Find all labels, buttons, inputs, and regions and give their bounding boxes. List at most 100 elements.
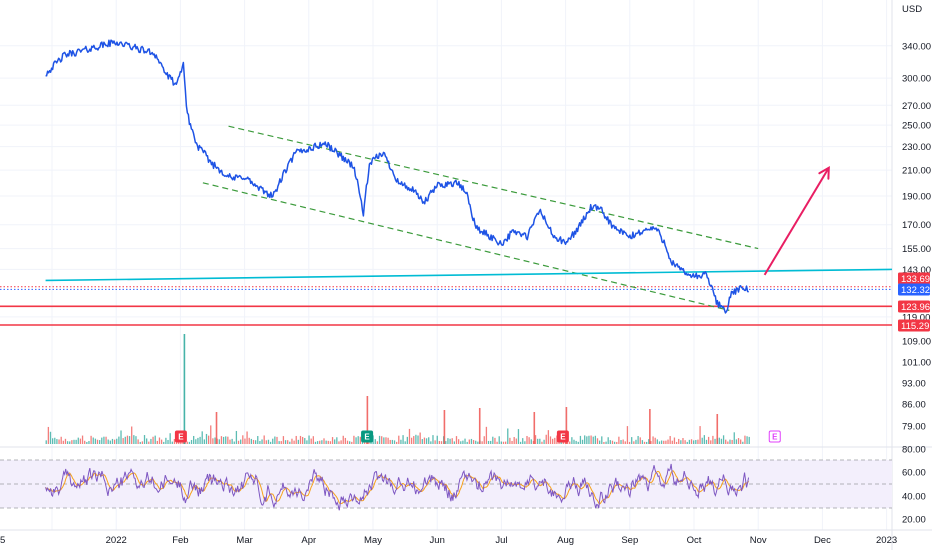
volume-bar [210, 425, 212, 444]
volume-bar [428, 437, 430, 444]
volume-bar [321, 440, 323, 444]
earnings-marker[interactable] [556, 430, 569, 443]
volume-bar [336, 437, 338, 444]
volume-bar [468, 439, 470, 444]
forecast-arrow-head [818, 165, 830, 180]
earnings-marker[interactable] [361, 430, 374, 443]
volume-bar [543, 439, 545, 444]
volume-bar [438, 441, 441, 444]
volume-bar [96, 439, 99, 444]
volume-bar [646, 441, 648, 444]
volume-bar [693, 440, 695, 444]
volume-bar [584, 435, 586, 444]
volume-bar [58, 439, 60, 444]
volume-bar [51, 438, 54, 444]
volume-bar [355, 437, 357, 444]
price-level-tag[interactable] [898, 283, 930, 296]
volume-spike [478, 408, 481, 444]
volume-bar [156, 440, 158, 444]
volume-bar [660, 440, 663, 444]
volume-bar [509, 437, 511, 444]
volume-bar [748, 436, 750, 444]
volume-bar [81, 435, 84, 444]
volume-bar [152, 436, 154, 444]
volume-bar [56, 439, 58, 444]
volume-bar [396, 441, 398, 444]
price-line[interactable] [45, 39, 750, 314]
volume-bar [718, 437, 720, 444]
volume-bar [274, 436, 276, 444]
volume-bar [667, 439, 669, 444]
volume-bar [445, 441, 447, 444]
volume-bar [353, 435, 355, 444]
price-level-tag[interactable] [898, 319, 930, 332]
volume-bar [261, 439, 263, 444]
channel-lower-line[interactable] [202, 182, 730, 311]
volume-bar [613, 441, 616, 444]
volume-bar [425, 438, 428, 444]
volume-bar [701, 437, 703, 444]
rsi-axis-tick: 20.00 [902, 515, 926, 526]
volume-bar [141, 441, 144, 444]
volume-bar [722, 435, 725, 444]
volume-bar [400, 439, 402, 444]
volume-bar [622, 439, 624, 444]
volume-bar [684, 440, 686, 444]
trendline[interactable] [45, 268, 893, 282]
volume-bar [139, 441, 141, 444]
volume-bar [218, 439, 220, 444]
volume-bar [648, 439, 650, 444]
volume-bar [592, 436, 594, 444]
rsi-axis-tick: 80.00 [902, 445, 926, 456]
price-axis-tick: 155.00 [902, 244, 931, 255]
volume-bar [635, 439, 637, 444]
volume-bar [410, 437, 413, 444]
price-axis-tick: 210.00 [902, 166, 931, 177]
volume-bar [252, 439, 255, 444]
forecast-arrow[interactable] [763, 167, 830, 276]
volume-bar [280, 441, 282, 444]
volume-bar [231, 438, 233, 444]
axes: USD 340.00 300.00 270.00 250.00 230.00 210.00 1… [0, 4, 931, 546]
volume-bar [631, 437, 633, 444]
volume-bar [547, 430, 550, 444]
volume-bar [703, 435, 705, 444]
volume-bar [449, 438, 451, 444]
price-level-tag[interactable] [898, 300, 930, 313]
volume-bar [94, 438, 97, 444]
volume-bar [122, 438, 124, 444]
volume-bar [314, 441, 317, 444]
volume-bar [517, 429, 520, 444]
volume-bar [349, 441, 351, 444]
volume-bar [522, 438, 524, 444]
price-level-tag[interactable] [898, 272, 930, 285]
volume-bar [143, 435, 146, 444]
price-axis-tick: 230.00 [902, 142, 931, 153]
volume-bar [291, 438, 293, 444]
volume-bar [199, 436, 201, 444]
volume-bar [331, 437, 334, 444]
price-pane[interactable] [45, 39, 750, 314]
volume-bar [325, 440, 327, 444]
volume-bar [483, 436, 485, 444]
volume-bar [385, 437, 387, 444]
earnings-marker[interactable] [174, 430, 187, 443]
earnings-marker-label: E [364, 433, 370, 442]
volume-bar [287, 440, 289, 444]
volume-bar [361, 441, 364, 444]
volume-bar [545, 434, 547, 444]
volume-bar [383, 437, 385, 444]
earnings-marker[interactable] [768, 430, 781, 443]
volume-bar [77, 437, 79, 444]
x-axis-label: Nov [750, 535, 767, 546]
volume-bar [626, 426, 629, 444]
volume-bar [62, 440, 64, 444]
volume-bar [675, 441, 678, 444]
volume-bar [618, 436, 620, 444]
volume-bar [697, 439, 699, 444]
price-axis-tick: 109.00 [902, 337, 931, 348]
volume-bar [577, 441, 579, 444]
volume-bar [628, 441, 631, 444]
